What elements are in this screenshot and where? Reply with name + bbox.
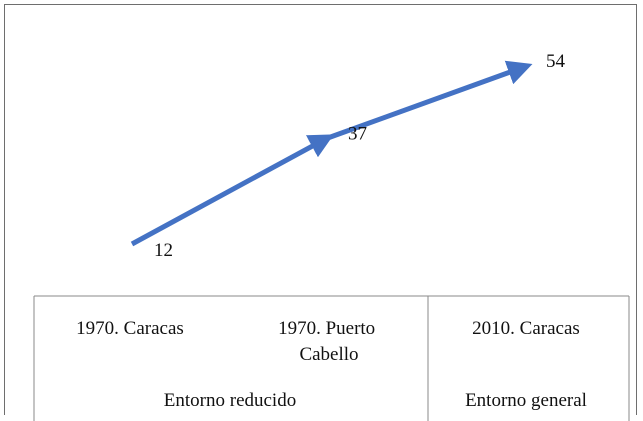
category-table: 1970. Caracas 1970. Puerto Cabello 2010.… — [33, 295, 630, 421]
group-label-general: Entorno general — [465, 390, 587, 411]
x-tick-label-2: 1970. Puerto Cabello — [278, 318, 380, 365]
series-segment-1 — [130, 134, 334, 247]
data-label-1: 12 — [154, 240, 173, 261]
x-tick-label-3: 2010. Caracas — [472, 318, 580, 339]
series-line — [130, 60, 533, 247]
x-tick-label-1: 1970. Caracas — [76, 318, 184, 339]
group-label-reducido: Entorno reducido — [164, 390, 296, 411]
series-segment-2 — [325, 60, 533, 141]
data-label-2: 37 — [348, 124, 367, 145]
data-label-3: 54 — [546, 51, 566, 72]
